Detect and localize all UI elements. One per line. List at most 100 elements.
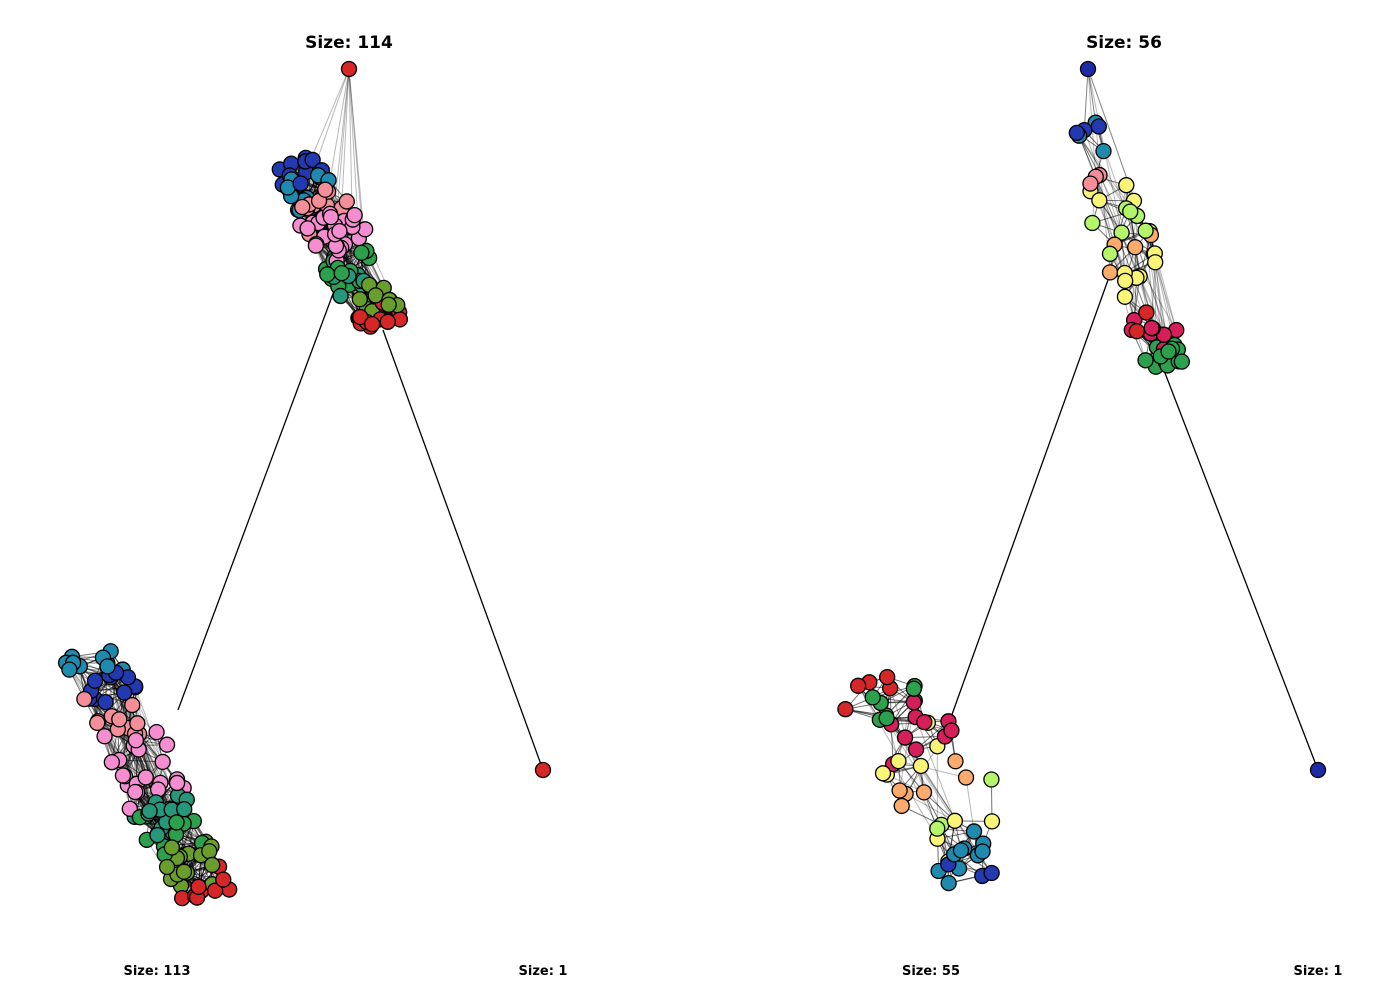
panel-2-top-cluster-node — [1117, 272, 1134, 290]
panel-1-bottom-cluster-node — [206, 882, 224, 899]
panel-2-top-cluster-node — [1090, 118, 1107, 135]
panel-1-bottom-cluster-node — [127, 783, 144, 801]
panel-1-bottom-cluster-node — [111, 711, 128, 728]
panel-1-top-cluster-node — [351, 291, 368, 308]
panel-1-bottom-cluster-node — [190, 878, 207, 896]
panel-1-top-cluster-node — [352, 308, 369, 326]
panel-2-top-cluster-node — [1122, 203, 1139, 220]
panel-2-top-cluster-edge — [1089, 183, 1177, 331]
panel-1-bottom-cluster-node — [114, 767, 132, 784]
panel-2-single-node — [1309, 761, 1327, 779]
panel-2-top-cluster-node — [1128, 323, 1145, 340]
panel-2-bottom-cluster-node — [890, 752, 907, 770]
panel-1-top-cluster-node — [338, 193, 355, 210]
panel-2-top-cluster-node — [1116, 288, 1134, 305]
panel-1-top-cluster-node — [319, 266, 336, 283]
panel-2-top-cluster-node — [1095, 142, 1112, 160]
panel-1-bottom-cluster-node — [89, 714, 106, 732]
panel-2-top-cluster-node — [1138, 304, 1155, 321]
nodes-layer — [57, 60, 1327, 907]
panel-2-bridge-edge — [949, 279, 1109, 721]
panel-2-bottom-cluster-node — [983, 771, 1000, 788]
panel-1-bottom-cluster-node — [176, 801, 193, 818]
panel-2-bottom-cluster-node — [943, 722, 960, 739]
panel-2-bottom-cluster-node — [946, 812, 964, 829]
panel-1-top-node-edge — [341, 68, 350, 209]
panel-1-top-cluster-node — [322, 208, 340, 226]
panel-2-title: Size: 56 — [1086, 33, 1162, 53]
panel-2-bottom-cluster-node — [905, 694, 922, 711]
panel-1-top-cluster-node — [333, 265, 350, 282]
panel-1-top-cluster-node — [364, 316, 381, 333]
panel-1-bottom-cluster-node — [163, 839, 181, 856]
panel-2-bottom-cluster-node — [907, 741, 925, 758]
panel-1-bottom-cluster-node — [116, 684, 133, 701]
panel-1-bottom-cluster-node — [158, 858, 176, 876]
panel-2-top-cluster-node — [1173, 353, 1190, 370]
panel-2-single-bridge-edge — [1159, 359, 1319, 771]
panel-2-top-cluster-node — [1143, 319, 1160, 337]
panel-2-top-cluster-node — [1091, 192, 1108, 209]
panel-2-bottom-cluster-node — [879, 668, 896, 686]
panel-1-bottom-cluster-node — [154, 753, 171, 771]
panel-2-top-node-edge — [1083, 68, 1089, 131]
panel-2-component-single-label: Size: 1 — [1294, 964, 1343, 979]
panel-1-bottom-cluster-node — [137, 769, 154, 786]
panel-2-bottom-cluster-node — [896, 729, 914, 746]
panel-2-top-cluster-node — [1084, 214, 1101, 232]
panel-1-top-node — [340, 60, 358, 78]
panel-2-top-node-edge — [1083, 68, 1089, 131]
panel-2-bottom-cluster-edge — [965, 777, 975, 832]
panel-2-bottom-cluster-node — [893, 797, 910, 815]
panel-2-top-cluster-edge — [1095, 176, 1116, 245]
panel-2-bottom-cluster-node — [929, 820, 946, 837]
panel-1-bottom-cluster-node — [99, 658, 116, 675]
panel-1-bottom-cluster-node — [127, 732, 145, 749]
panel-2-bottom-cluster-node — [891, 782, 908, 799]
panel-2-top-cluster-node — [1101, 245, 1119, 262]
panel-2-top-cluster-node — [1118, 177, 1135, 194]
panel-1-bottom-cluster-node — [168, 774, 186, 792]
panel-2-bottom-cluster-node — [957, 769, 975, 786]
panel-2-bottom-cluster-node — [915, 784, 933, 801]
panel-1-single-node — [534, 761, 552, 779]
panel-1-bottom-cluster-node — [61, 661, 78, 678]
panel-2-bottom-cluster-node — [983, 813, 1001, 830]
panel-2-bottom-cluster-node — [912, 757, 930, 775]
panel-1-top-cluster-node — [304, 151, 321, 169]
panel-2-top-cluster-node — [1160, 343, 1177, 360]
panel-2-bottom-cluster-node — [947, 753, 964, 770]
panel-1-bottom-cluster-node — [158, 736, 176, 753]
panel-2-bottom-cluster-node — [974, 843, 991, 860]
panel-2-top-cluster-node — [1101, 264, 1119, 281]
panel-1-top-cluster-node — [346, 206, 363, 224]
panel-2-top-cluster-node — [1137, 352, 1154, 369]
panel-2-bottom-cluster-node — [874, 765, 892, 782]
panel-2-top-node-edge — [1087, 68, 1097, 123]
panel-2-top-cluster-node — [1147, 254, 1164, 271]
panel-2-bottom-cluster-node — [952, 842, 970, 859]
panel-1-bottom-cluster-node — [141, 802, 158, 820]
panel-2-top-node-edge — [1087, 68, 1097, 123]
panel-2-bottom-cluster-edge — [898, 760, 967, 778]
panel-1-top-cluster-node — [331, 222, 348, 240]
panel-1-bridge-edge — [177, 274, 341, 711]
panel-1-bottom-cluster-node — [149, 826, 166, 844]
panel-1-top-cluster-node — [379, 313, 396, 330]
panel-1-bottom-cluster-node — [96, 728, 113, 745]
panel-2-top-cluster-node — [1113, 224, 1130, 241]
panel-2-top-cluster-node — [1137, 222, 1154, 239]
panel-1-bottom-cluster-node — [86, 672, 104, 689]
panel-1-component-single-label: Size: 1 — [519, 964, 568, 979]
panel-1-bottom-cluster-node — [103, 754, 120, 771]
panel-2-top-cluster-node — [1082, 175, 1099, 192]
edges-layer — [65, 68, 1319, 899]
panel-1-bottom-cluster-node — [204, 856, 221, 874]
panel-2-bottom-cluster-edge — [915, 716, 956, 822]
panel-1-bottom-cluster-node — [148, 724, 165, 741]
panel-2-top-node — [1079, 60, 1097, 78]
panel-2-bottom-cluster-node — [983, 864, 1000, 882]
panel-2-top-cluster-node — [1127, 239, 1144, 256]
panel-1-bottom-cluster-node — [201, 843, 218, 860]
